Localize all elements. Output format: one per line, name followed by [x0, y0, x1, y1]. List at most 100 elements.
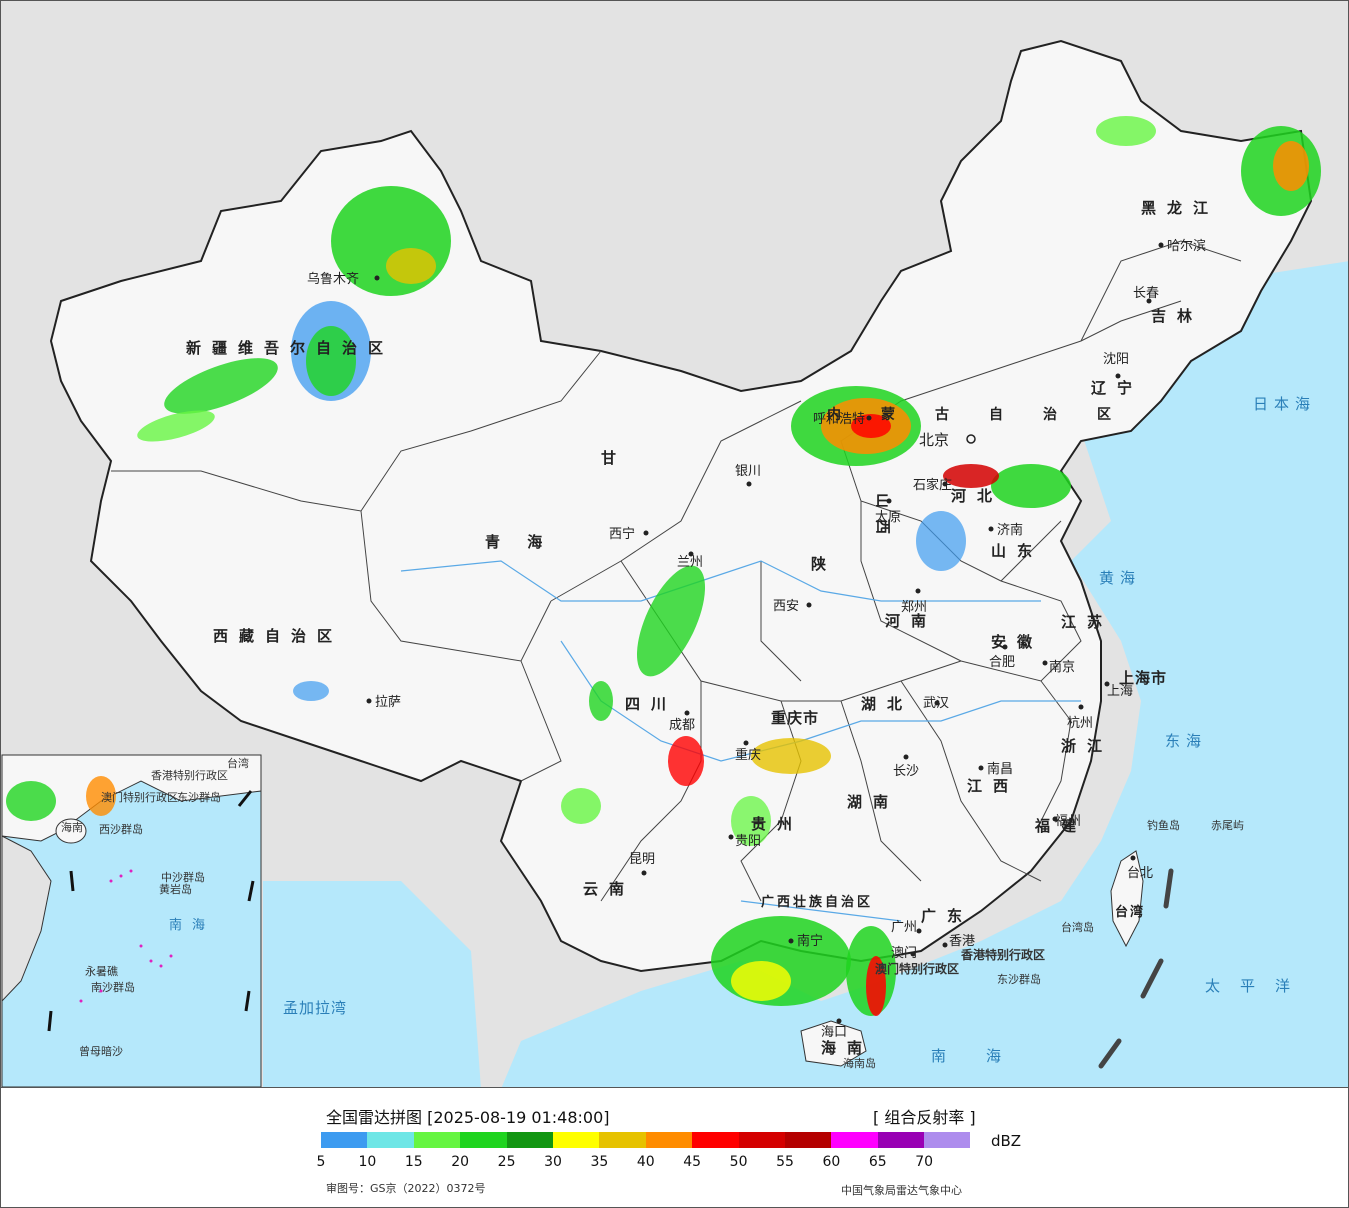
- color-scale-tick-label: 40: [636, 1154, 655, 1170]
- city-urumqi: 乌鲁木齐: [307, 271, 380, 287]
- svg-text:海口: 海口: [821, 1025, 847, 1040]
- svg-text:南京: 南京: [1049, 659, 1075, 675]
- city-hefei: 合肥: [989, 644, 1015, 670]
- svg-text:钓鱼岛: 钓鱼岛: [1147, 818, 1180, 832]
- color-scale-tick-label: 70: [915, 1154, 934, 1170]
- province-label-shanxi: 山西: [874, 493, 892, 545]
- color-scale-tick-label: 20: [451, 1154, 470, 1170]
- city-nanning: 南宁: [788, 933, 823, 949]
- legend-product: [ 组合反射率 ]: [873, 1108, 976, 1127]
- city-nanjing: 南京: [1042, 659, 1075, 675]
- hainan-island: [800, 1020, 867, 1067]
- svg-text:郑州: 郑州: [901, 600, 927, 615]
- svg-text:南昌: 南昌: [987, 761, 1013, 777]
- color-scale-segment: [367, 1132, 414, 1148]
- city-wuhan: 武汉: [923, 696, 949, 711]
- city-zhengzhou: 郑州: [901, 588, 927, 615]
- svg-text:武汉: 武汉: [923, 696, 949, 711]
- city-harbin: 哈尔滨: [1158, 238, 1206, 254]
- city-lanzhou: 兰州: [677, 551, 703, 570]
- province-label-yunnan: 云南: [583, 880, 635, 898]
- province-label-hainan: 海南: [821, 1039, 873, 1057]
- sea-label-east: 东海: [1165, 732, 1207, 750]
- svg-text:银川: 银川: [735, 464, 761, 479]
- color-scale-ticks: 5 10 15 20 25 30 35 40 45 50 55 60 65 70: [317, 1154, 981, 1174]
- svg-text:西宁: 西宁: [609, 526, 635, 542]
- legend-title: 全国雷达拼图 [2025-08-19 01:48:00]: [326, 1108, 610, 1127]
- city-kunming: 昆明: [629, 852, 655, 876]
- sea-label-bengal: 孟加拉湾: [283, 999, 347, 1017]
- color-scale-segment: [599, 1132, 646, 1148]
- province-label-neimenggu: 内蒙古自治区: [827, 406, 1151, 423]
- color-scale-bar: [321, 1132, 971, 1148]
- svg-text:香港: 香港: [949, 934, 975, 949]
- color-scale-tick-label: 60: [822, 1154, 841, 1170]
- province-label-guizhou: 贵州: [751, 815, 803, 833]
- city-taiyuan: 太原: [875, 498, 901, 525]
- province-label-sichuan: 四川: [625, 695, 677, 713]
- svg-text:台湾: 台湾: [227, 756, 249, 770]
- province-label-heilongjiang: 黑龙江: [1141, 199, 1219, 217]
- city-labels: 乌鲁木齐 拉萨 西宁 兰州 银川 呼和浩特 北京 石家庄 太原 济南 郑州 西安…: [307, 238, 1206, 1040]
- svg-text:东沙群岛: 东沙群岛: [997, 972, 1041, 986]
- city-haikou: 海口: [821, 1018, 847, 1040]
- color-scale-segment: [692, 1132, 739, 1148]
- city-xining: 西宁: [609, 526, 649, 542]
- svg-text:沈阳: 沈阳: [1103, 352, 1129, 367]
- svg-text:澳门特别行政区: 澳门特别行政区: [101, 790, 178, 804]
- island-labels: 钓鱼岛 赤尾屿 台湾岛 东沙群岛 海南岛 香港特别行政区 澳门特别行政区: [843, 818, 1244, 1070]
- radar-map: 新疆维吾尔自治区 西藏自治区 青 海 甘 黑龙江 吉林 辽宁 山西 山东 河南 …: [0, 0, 1349, 1088]
- svg-text:赤尾屿: 赤尾屿: [1211, 819, 1244, 832]
- sea-label-japan: 日本海: [1253, 395, 1316, 413]
- city-nanchang: 南昌: [978, 761, 1013, 777]
- city-beijing: 北京: [919, 431, 976, 449]
- city-hangzhou: 杭州: [1067, 704, 1093, 731]
- city-jinan: 济南: [988, 522, 1023, 538]
- svg-text:东沙群岛: 东沙群岛: [177, 790, 221, 804]
- province-label-henan: 河南: [885, 612, 937, 630]
- province-label-jilin: 吉林: [1151, 307, 1203, 325]
- color-scale-segment: [877, 1132, 925, 1148]
- svg-text:长沙: 长沙: [893, 764, 919, 779]
- province-label-jiangxi: 江西: [967, 777, 1019, 795]
- city-changsha: 长沙: [893, 754, 919, 779]
- color-scale-tick-label: 5: [316, 1154, 326, 1170]
- sea-label-south: 南海: [931, 1047, 1041, 1065]
- color-scale-tick-label: 25: [497, 1154, 516, 1170]
- color-scale-segment: [924, 1132, 971, 1148]
- svg-text:成都: 成都: [669, 718, 695, 733]
- color-scale-segment: [738, 1132, 785, 1148]
- city-chengdu: 成都: [669, 710, 695, 733]
- province-label-guangxi: 广西壮族自治区: [761, 894, 873, 910]
- province-label-shanghai: 上海市: [1119, 669, 1167, 687]
- city-xian: 西安: [773, 599, 812, 614]
- color-scale-tick-label: 50: [729, 1154, 748, 1170]
- sea-labels: 日本海 黄海 东海 太平洋 南海 孟加拉湾: [283, 395, 1316, 1065]
- color-scale-segment: [831, 1132, 878, 1148]
- province-label-chongqing: 重庆市: [771, 709, 819, 727]
- svg-text:海南岛: 海南岛: [843, 1056, 876, 1070]
- city-shenyang: 沈阳: [1103, 352, 1129, 379]
- province-label-hubei: 湖北: [861, 695, 913, 713]
- color-scale-tick-label: 65: [868, 1154, 887, 1170]
- bay-of-bengal: [263, 881, 481, 1087]
- color-scale-tick-label: 55: [776, 1154, 794, 1170]
- sea-label-pacific: 太平洋: [1205, 977, 1310, 995]
- province-label-hunan: 湖南: [847, 793, 899, 811]
- city-lhasa: 拉萨: [366, 695, 401, 710]
- province-label-shaanxi: 陕: [811, 555, 837, 573]
- boundary-dashes: [1098, 868, 1174, 1069]
- province-label-guangdong: 广东: [921, 907, 973, 925]
- svg-text:南沙群岛: 南沙群岛: [91, 980, 135, 994]
- svg-text:黄岩岛: 黄岩岛: [159, 882, 192, 896]
- svg-text:太原: 太原: [875, 510, 901, 525]
- province-label-gansu: 甘: [601, 449, 627, 467]
- color-scale-segment: [784, 1132, 832, 1148]
- credit-text: 中国气象局雷达气象中心: [841, 1184, 962, 1197]
- province-label-xizang: 西藏自治区: [213, 627, 343, 645]
- svg-text:海南: 海南: [61, 820, 83, 834]
- svg-text:台湾岛: 台湾岛: [1061, 920, 1094, 934]
- city-yinchuan: 银川: [735, 464, 761, 487]
- svg-text:长春: 长春: [1133, 286, 1159, 301]
- svg-text:澳门特别行政区: 澳门特别行政区: [875, 961, 959, 976]
